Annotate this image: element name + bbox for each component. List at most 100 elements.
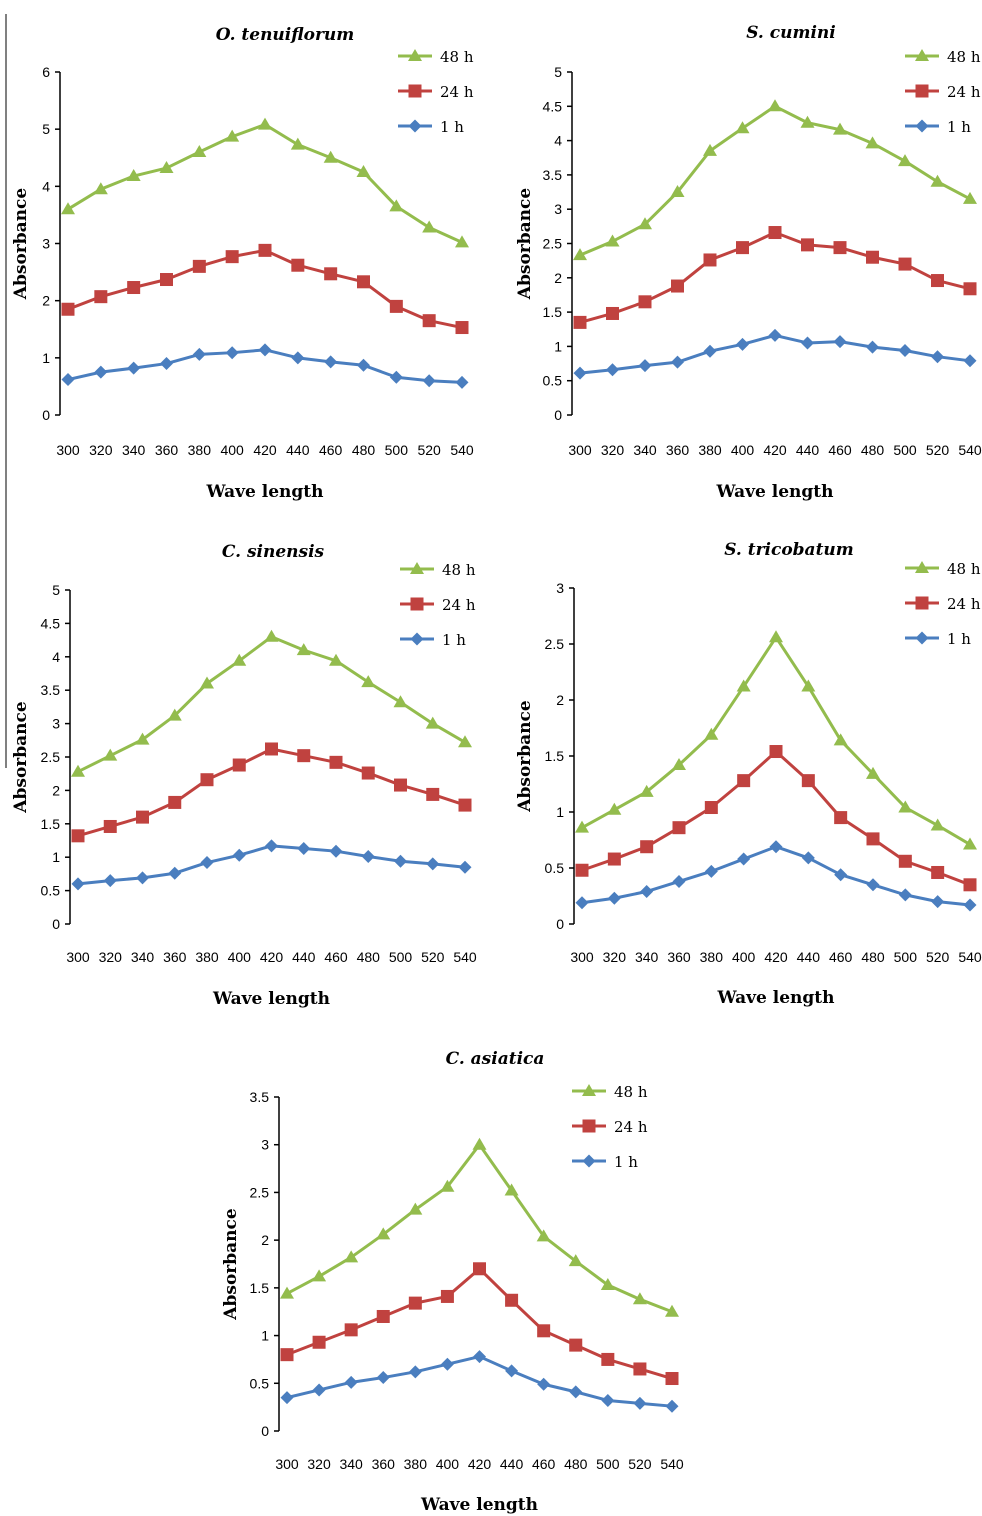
y-axis-title: Absorbance xyxy=(221,1208,241,1321)
data-point-1h xyxy=(192,347,206,361)
data-point-48h xyxy=(280,1286,294,1299)
data-point-48h xyxy=(167,708,182,721)
x-tick-label: 400 xyxy=(228,949,252,965)
data-point-24h xyxy=(736,241,749,255)
chart-title: S. tricobatum xyxy=(724,540,854,560)
y-tick-label: 0.5 xyxy=(250,1375,270,1391)
y-axis-title: Absorbance xyxy=(11,188,31,301)
x-tick-label: 380 xyxy=(700,949,724,965)
data-point-48h xyxy=(865,136,880,149)
data-point-24h xyxy=(265,742,278,756)
y-tick-label: 3 xyxy=(42,236,50,252)
data-point-24h xyxy=(768,226,782,240)
x-tick-label: 300 xyxy=(570,949,594,965)
data-point-24h xyxy=(537,1324,551,1338)
data-point-1h xyxy=(931,895,945,909)
x-tick-label: 480 xyxy=(352,442,376,458)
data-point-24h xyxy=(963,878,977,892)
data-point-1h xyxy=(127,361,141,375)
data-point-24h xyxy=(473,1262,486,1276)
data-point-48h xyxy=(258,117,272,130)
data-point-24h xyxy=(833,241,847,255)
data-point-24h xyxy=(389,299,403,313)
data-point-24h xyxy=(963,282,977,296)
legend-label: 48 h xyxy=(440,48,474,66)
y-tick-label: 4 xyxy=(554,133,562,149)
data-point-1h xyxy=(633,1396,647,1410)
x-tick-label: 320 xyxy=(603,949,627,965)
x-tick-label: 540 xyxy=(660,1456,684,1472)
data-point-48h xyxy=(638,217,652,230)
data-point-24h xyxy=(408,1296,422,1310)
data-point-48h xyxy=(833,122,847,135)
x-tick-label: 460 xyxy=(829,949,853,965)
y-tick-label: 2.5 xyxy=(250,1184,270,1200)
legend-label: 24 h xyxy=(614,1118,648,1136)
data-point-24h xyxy=(769,745,783,759)
data-point-48h xyxy=(768,99,782,112)
data-point-1h xyxy=(61,373,75,387)
data-point-1h xyxy=(103,874,117,888)
data-point-48h xyxy=(126,169,141,182)
data-point-24h xyxy=(440,1289,454,1303)
data-point-48h xyxy=(670,185,685,198)
x-tick-label: 340 xyxy=(122,442,146,458)
data-point-48h xyxy=(600,1277,615,1290)
data-point-24h xyxy=(61,302,75,316)
data-point-24h xyxy=(394,778,407,792)
data-point-24h xyxy=(160,273,173,287)
y-tick-label: 3 xyxy=(556,580,564,596)
legend-marker xyxy=(915,631,929,645)
data-point-24h xyxy=(225,250,239,264)
data-point-24h xyxy=(280,1348,294,1362)
data-point-24h xyxy=(633,1362,647,1376)
x-tick-label: 500 xyxy=(894,949,918,965)
data-point-24h xyxy=(665,1372,679,1386)
y-tick-label: 0 xyxy=(42,407,50,423)
data-point-24h xyxy=(127,281,141,295)
y-tick-label: 0 xyxy=(556,916,564,932)
x-tick-label: 380 xyxy=(195,949,219,965)
data-point-1h xyxy=(422,374,436,388)
y-tick-label: 3 xyxy=(52,716,60,732)
y-tick-label: 5 xyxy=(554,64,562,80)
data-point-24h xyxy=(426,787,440,801)
y-tick-label: 4 xyxy=(42,178,50,194)
legend-label: 1 h xyxy=(947,630,971,648)
data-point-24h xyxy=(575,863,589,877)
data-point-48h xyxy=(963,837,977,850)
x-axis-title: Wave length xyxy=(420,1495,538,1515)
x-tick-label: 380 xyxy=(404,1456,428,1472)
x-axis-title: Wave length xyxy=(212,989,330,1009)
data-point-24h xyxy=(640,840,654,854)
data-point-1h xyxy=(606,363,619,377)
data-point-1h xyxy=(426,857,440,871)
data-point-48h xyxy=(672,757,686,770)
data-point-48h xyxy=(575,820,589,833)
x-tick-label: 400 xyxy=(220,442,244,458)
data-point-48h xyxy=(376,1227,391,1240)
y-tick-label: 0.5 xyxy=(41,883,61,899)
legend-label: 24 h xyxy=(947,83,981,101)
data-point-48h xyxy=(425,716,440,729)
data-point-48h xyxy=(61,202,75,215)
y-tick-label: 1 xyxy=(554,338,562,354)
data-point-24h xyxy=(898,854,912,868)
data-point-1h xyxy=(573,366,587,380)
x-tick-label: 320 xyxy=(601,442,625,458)
data-point-24h xyxy=(136,810,149,824)
data-point-24h xyxy=(801,238,814,252)
data-point-24h xyxy=(103,819,117,833)
data-point-48h xyxy=(393,695,408,708)
data-point-48h xyxy=(504,1183,519,1196)
x-tick-label: 540 xyxy=(958,442,982,458)
y-tick-label: 0 xyxy=(261,1423,269,1439)
x-tick-label: 440 xyxy=(500,1456,524,1472)
data-point-1h xyxy=(455,375,469,389)
data-point-24h xyxy=(866,250,879,264)
data-point-1h xyxy=(801,851,815,865)
data-point-24h xyxy=(931,274,944,288)
data-point-1h xyxy=(389,370,403,384)
legend-marker xyxy=(410,562,424,574)
series-line-48h xyxy=(67,123,463,244)
